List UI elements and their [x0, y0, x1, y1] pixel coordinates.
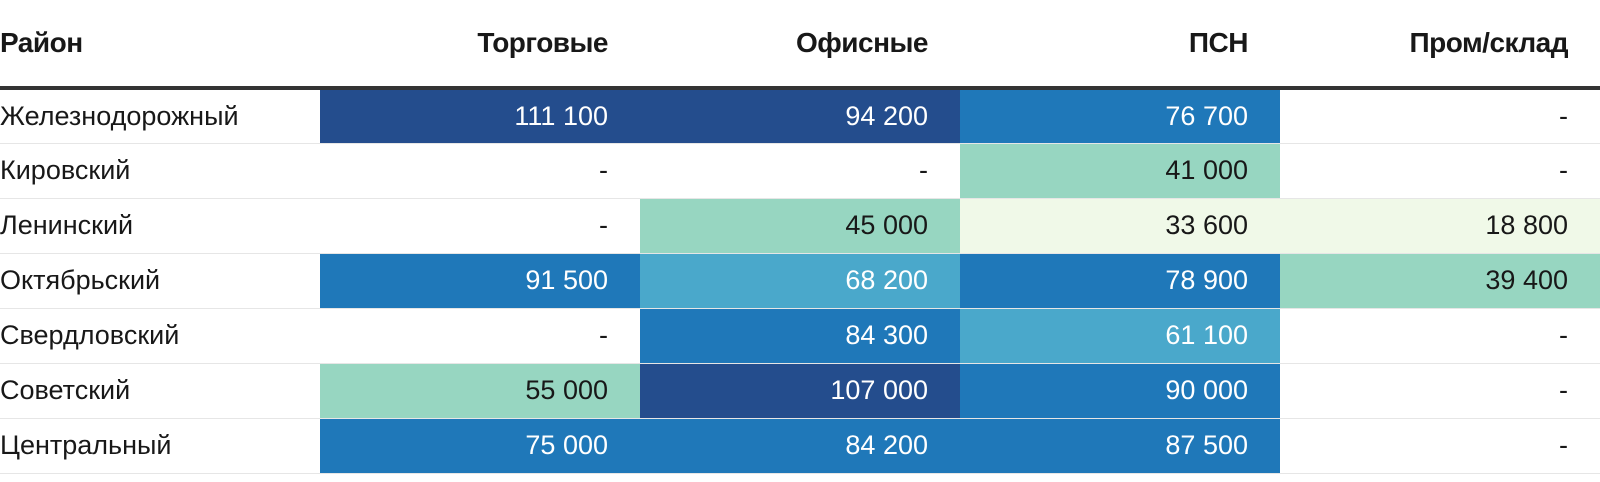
district-name-cell: Центральный [0, 418, 320, 474]
column-header-district[interactable]: Район [0, 0, 320, 90]
district-name-cell: Железнодорожный [0, 88, 320, 144]
value-cell: - [1280, 418, 1600, 474]
value-cell: 84 300 [640, 308, 960, 364]
value-cell: 94 200 [640, 88, 960, 144]
value-cell: 39 400 [1280, 253, 1600, 309]
value-cell: 55 000 [320, 363, 640, 419]
value-cell: 84 200 [640, 418, 960, 474]
value-cell: - [320, 198, 640, 254]
value-cell: 68 200 [640, 253, 960, 309]
table-row: Кировский - -41 000- [0, 143, 1600, 199]
value-cell: - [1280, 88, 1600, 144]
value-cell: - [320, 308, 640, 364]
district-name-cell: Октябрьский [0, 253, 320, 309]
table-row: Железнодорожный 111 100 94 200 76 700- [0, 88, 1600, 144]
value-cell: - [320, 143, 640, 199]
value-cell: 33 600 [960, 198, 1280, 254]
value-cell: 76 700 [960, 88, 1280, 144]
column-header-retail[interactable]: Торговые [320, 0, 640, 90]
table-row: Советский 55 000 107 000 90 000- [0, 363, 1600, 419]
value-cell: 91 500 [320, 253, 640, 309]
value-cell: 78 900 [960, 253, 1280, 309]
value-cell: 45 000 [640, 198, 960, 254]
district-name-cell: Ленинский [0, 198, 320, 254]
value-cell: - [640, 143, 960, 199]
value-cell: 18 800 [1280, 198, 1600, 254]
value-cell: - [1280, 143, 1600, 199]
table-row: Ленинский -45 000 33 600 18 800 [0, 198, 1600, 254]
value-cell: - [1280, 363, 1600, 419]
district-name-cell: Свердловский [0, 308, 320, 364]
column-header-office[interactable]: Офисные [640, 0, 960, 90]
value-cell: 107 000 [640, 363, 960, 419]
table-header: Район Торговые Офисные ПСН Пром/склад [0, 0, 1600, 90]
value-cell: 75 000 [320, 418, 640, 474]
value-cell: 90 000 [960, 363, 1280, 419]
table-row: Октябрьский 91 500 68 200 78 900 39 400 [0, 253, 1600, 309]
column-header-industrial[interactable]: Пром/склад [1280, 0, 1600, 90]
header-row: Район Торговые Офисные ПСН Пром/склад [0, 0, 1600, 90]
district-name-cell: Кировский [0, 143, 320, 199]
district-name-cell: Советский [0, 363, 320, 419]
value-cell: 87 500 [960, 418, 1280, 474]
value-cell: 41 000 [960, 143, 1280, 199]
value-cell: 111 100 [320, 88, 640, 144]
column-header-psn[interactable]: ПСН [960, 0, 1280, 90]
value-cell: 61 100 [960, 308, 1280, 364]
table-row: Центральный 75 000 84 200 87 500- [0, 418, 1600, 474]
value-cell: - [1280, 308, 1600, 364]
table-row: Свердловский -84 300 61 100- [0, 308, 1600, 364]
table-body: Железнодорожный 111 100 94 200 76 700- Киров… [0, 88, 1600, 474]
